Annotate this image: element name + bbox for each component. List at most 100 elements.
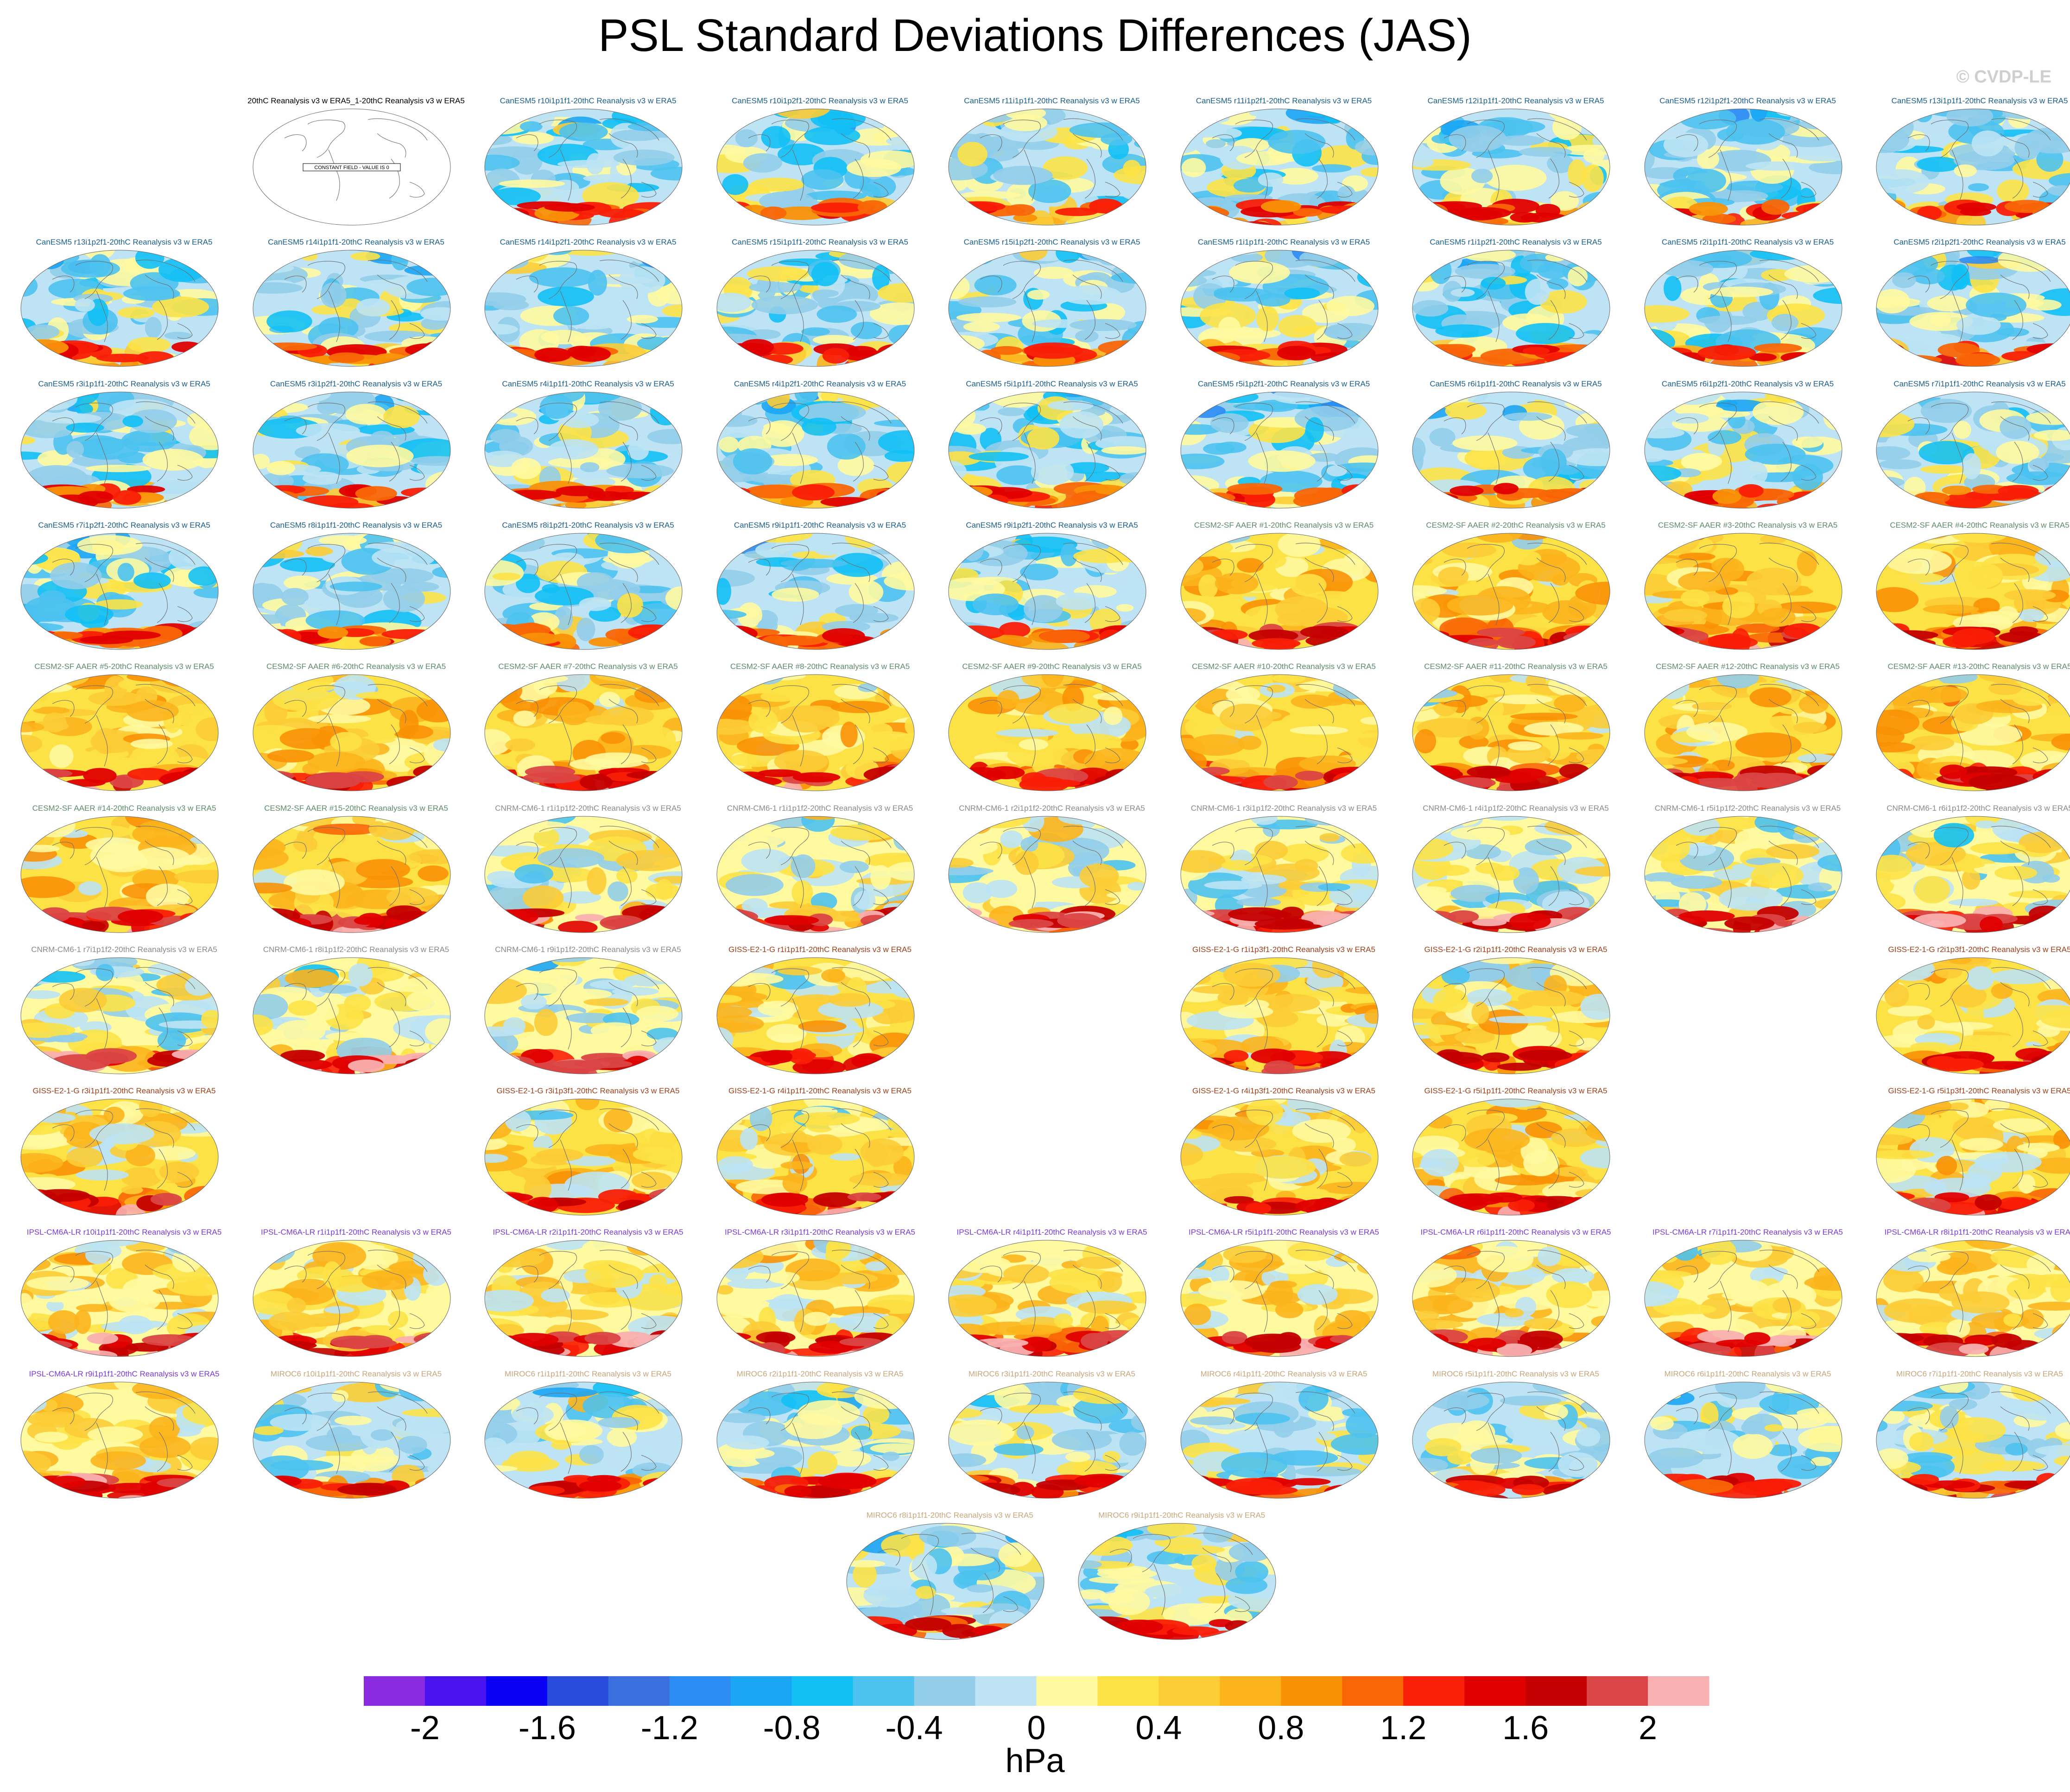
panel-title: CNRM-CM6-1 r8i1p1f2-20thC Reanalysis v3 … <box>263 945 449 954</box>
global-map <box>1644 108 1842 226</box>
map-panel: CanESM5 r10i1p1f1-20thC Reanalysis v3 w … <box>472 96 704 233</box>
global-map <box>1180 674 1378 791</box>
panel-title: IPSL-CM6A-LR r4i1p1f1-20thC Reanalysis v… <box>956 1228 1147 1237</box>
panel-title: CanESM5 r14i1p1f1-20thC Reanalysis v3 w … <box>268 238 444 247</box>
global-map <box>948 1382 1146 1499</box>
panel-title: MIROC6 r10i1p1f1-20thC Reanalysis v3 w E… <box>270 1369 442 1378</box>
panel-title: CanESM5 r14i1p2f1-20thC Reanalysis v3 w … <box>500 238 677 247</box>
global-map <box>716 533 914 650</box>
map-panel: IPSL-CM6A-LR r1i1p1f1-20thC Reanalysis v… <box>241 1228 472 1364</box>
map-panel: GISS-E2-1-G r3i1p3f1-20thC Reanalysis v3… <box>472 1086 704 1223</box>
global-map <box>1180 957 1378 1074</box>
global-map <box>484 816 683 933</box>
map-panel: CanESM5 r3i1p2f1-20thC Reanalysis v3 w E… <box>241 379 472 516</box>
global-map <box>1412 957 1610 1074</box>
map-panel: CanESM5 r12i1p1f1-20thC Reanalysis v3 w … <box>1400 96 1632 233</box>
map-panel: GISS-E2-1-G r2i1p1f1-20thC Reanalysis v3… <box>1400 945 1632 1082</box>
panel-title: CNRM-CM6-1 r5i1p1f2-20thC Reanalysis v3 … <box>1654 803 1841 813</box>
panel-title: MIROC6 r3i1p1f1-20thC Reanalysis v3 w ER… <box>969 1369 1135 1378</box>
map-panel: IPSL-CM6A-LR r9i1p1f1-20thC Reanalysis v… <box>8 1369 240 1506</box>
map-panel: CanESM5 r4i1p2f1-20thC Reanalysis v3 w E… <box>704 379 936 516</box>
map-panel: CESM2-SF AAER #2-20thC Reanalysis v3 w E… <box>1400 521 1632 657</box>
global-map: CONSTANT FIELD - VALUE IS 0 <box>253 108 450 226</box>
global-map <box>20 533 219 650</box>
map-panel: MIROC6 r5i1p1f1-20thC Reanalysis v3 w ER… <box>1400 1369 1632 1506</box>
global-map <box>1876 108 2070 226</box>
colorbar-units-label: hPa <box>1005 1742 1065 1779</box>
panel-title: GISS-E2-1-G r3i1p1f1-20thC Reanalysis v3… <box>32 1086 216 1096</box>
panel-title: CanESM5 r2i1p2f1-20thC Reanalysis v3 w E… <box>1893 238 2066 247</box>
map-panel: MIROC6 r7i1p1f1-20thC Reanalysis v3 w ER… <box>1864 1369 2070 1506</box>
map-panel: CanESM5 r12i1p2f1-20thC Reanalysis v3 w … <box>1632 96 1864 233</box>
map-panel: CESM2-SF AAER #5-20thC Reanalysis v3 w E… <box>8 662 240 799</box>
panel-title: CNRM-CM6-1 r4i1p1f2-20thC Reanalysis v3 … <box>1423 803 1609 813</box>
panel-title: CanESM5 r8i1p1f1-20thC Reanalysis v3 w E… <box>270 520 443 530</box>
map-panel: MIROC6 r3i1p1f1-20thC Reanalysis v3 w ER… <box>936 1369 1168 1506</box>
global-map <box>20 391 219 509</box>
global-map <box>484 674 683 791</box>
panel-title: CNRM-CM6-1 r6i1p1f2-20thC Reanalysis v3 … <box>1886 803 2070 813</box>
global-map <box>484 1240 683 1357</box>
panel-title: MIROC6 r2i1p1f1-20thC Reanalysis v3 w ER… <box>736 1369 904 1378</box>
panel-title: CanESM5 r5i1p1f1-20thC Reanalysis v3 w E… <box>966 379 1138 388</box>
global-map <box>484 391 683 509</box>
global-map <box>20 1240 219 1357</box>
map-panel: CESM2-SF AAER #3-20thC Reanalysis v3 w E… <box>1632 521 1864 657</box>
map-panel: MIROC6 r6i1p1f1-20thC Reanalysis v3 w ER… <box>1632 1369 1864 1506</box>
global-map <box>1180 250 1378 367</box>
global-map <box>1644 250 1842 367</box>
panel-title: IPSL-CM6A-LR r6i1p1f1-20thC Reanalysis v… <box>1420 1228 1611 1237</box>
map-panel: CanESM5 r4i1p1f1-20thC Reanalysis v3 w E… <box>472 379 704 516</box>
map-panel: CESM2-SF AAER #9-20thC Reanalysis v3 w E… <box>936 662 1168 799</box>
panel-title: CNRM-CM6-1 r9i1p1f2-20thC Reanalysis v3 … <box>495 945 681 954</box>
global-map <box>484 1098 683 1216</box>
panel-title: CESM2-SF AAER #11-20thC Reanalysis v3 w … <box>1424 662 1608 671</box>
global-map <box>1180 533 1378 650</box>
panel-title: CanESM5 r3i1p1f1-20thC Reanalysis v3 w E… <box>38 379 210 388</box>
global-map <box>484 108 683 226</box>
global-map <box>253 1382 450 1499</box>
map-panel: IPSL-CM6A-LR r4i1p1f1-20thC Reanalysis v… <box>936 1228 1168 1364</box>
global-map <box>948 1240 1146 1357</box>
map-panel: 20thC Reanalysis v3 w ERA5_1-20thC Reana… <box>241 96 472 233</box>
map-panel: CNRM-CM6-1 r4i1p1f2-20thC Reanalysis v3 … <box>1400 804 1632 940</box>
map-panel: GISS-E2-1-G r2i1p3f1-20thC Reanalysis v3… <box>1864 945 2070 1082</box>
map-panel: MIROC6 r10i1p1f1-20thC Reanalysis v3 w E… <box>241 1369 472 1506</box>
map-panel: CanESM5 r8i1p2f1-20thC Reanalysis v3 w E… <box>472 521 704 657</box>
panel-title: MIROC6 r1i1p1f1-20thC Reanalysis v3 w ER… <box>505 1369 671 1378</box>
map-panel: IPSL-CM6A-LR r5i1p1f1-20thC Reanalysis v… <box>1168 1228 1400 1364</box>
panel-title: GISS-E2-1-G r5i1p1f1-20thC Reanalysis v3… <box>1424 1086 1608 1096</box>
global-map <box>20 674 219 791</box>
map-panel: MIROC6 r1i1p1f1-20thC Reanalysis v3 w ER… <box>472 1369 704 1506</box>
panel-title: IPSL-CM6A-LR r5i1p1f1-20thC Reanalysis v… <box>1188 1228 1379 1237</box>
panel-title: GISS-E2-1-G r5i1p3f1-20thC Reanalysis v3… <box>1888 1086 2070 1096</box>
panel-title: IPSL-CM6A-LR r1i1p1f1-20thC Reanalysis v… <box>260 1228 451 1237</box>
panel-title: CanESM5 r12i1p2f1-20thC Reanalysis v3 w … <box>1659 96 1836 105</box>
global-map <box>20 1098 219 1216</box>
map-panel: IPSL-CM6A-LR r2i1p1f1-20thC Reanalysis v… <box>472 1228 704 1364</box>
panel-title: CanESM5 r13i1p2f1-20thC Reanalysis v3 w … <box>36 238 213 247</box>
panel-title: CanESM5 r5i1p2f1-20thC Reanalysis v3 w E… <box>1197 379 1370 388</box>
map-panel: IPSL-CM6A-LR r3i1p1f1-20thC Reanalysis v… <box>704 1228 936 1364</box>
global-map <box>1412 1240 1610 1357</box>
panel-title: CESM2-SF AAER #13-20thC Reanalysis v3 w … <box>1887 662 2070 671</box>
map-panel: CNRM-CM6-1 r6i1p1f2-20thC Reanalysis v3 … <box>1864 804 2070 940</box>
map-panel: CanESM5 r2i1p2f1-20thC Reanalysis v3 w E… <box>1864 238 2070 374</box>
global-map <box>716 674 914 791</box>
map-panel: CanESM5 r14i1p1f1-20thC Reanalysis v3 w … <box>241 238 472 374</box>
global-map <box>948 250 1146 367</box>
map-panel: CNRM-CM6-1 r1i1p1f2-20thC Reanalysis v3 … <box>472 804 704 940</box>
panel-title: CNRM-CM6-1 r2i1p1f2-20thC Reanalysis v3 … <box>959 803 1145 813</box>
map-panel: CESM2-SF AAER #14-20thC Reanalysis v3 w … <box>8 804 240 940</box>
global-map <box>1412 674 1610 791</box>
panel-title: 20thC Reanalysis v3 w ERA5_1-20thC Reana… <box>247 96 465 105</box>
global-map <box>716 1240 914 1357</box>
map-panel: MIROC6 r2i1p1f1-20thC Reanalysis v3 w ER… <box>704 1369 936 1506</box>
panel-title: CanESM5 r7i1p2f1-20thC Reanalysis v3 w E… <box>38 520 210 530</box>
panel-title: MIROC6 r7i1p1f1-20thC Reanalysis v3 w ER… <box>1896 1369 2063 1378</box>
panel-title: GISS-E2-1-G r4i1p1f1-20thC Reanalysis v3… <box>728 1086 912 1096</box>
map-panel: CanESM5 r15i1p2f1-20thC Reanalysis v3 w … <box>936 238 1168 374</box>
panel-title: MIROC6 r9i1p1f1-20thC Reanalysis v3 w ER… <box>1098 1511 1266 1520</box>
panel-title: CESM2-SF AAER #10-20thC Reanalysis v3 w … <box>1192 662 1376 671</box>
global-map <box>1644 391 1842 509</box>
